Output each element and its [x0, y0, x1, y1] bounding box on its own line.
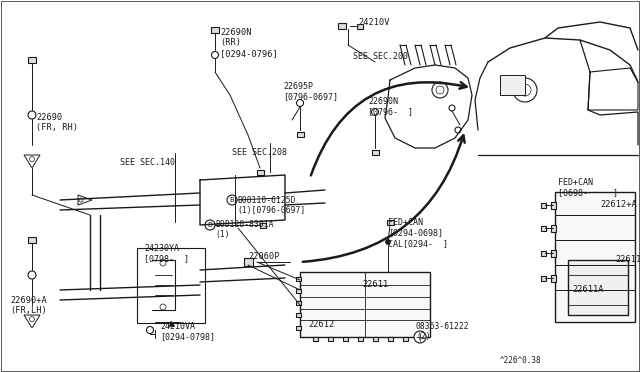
- Text: SEE SEC.140: SEE SEC.140: [120, 158, 175, 167]
- Circle shape: [147, 327, 154, 334]
- Text: B08110-6125D
(1)[0796-0697]: B08110-6125D (1)[0796-0697]: [237, 196, 305, 215]
- Text: 08363-61222
(2): 08363-61222 (2): [416, 322, 470, 341]
- Bar: [300, 272, 430, 337]
- Bar: [550, 202, 556, 208]
- Bar: [28, 57, 36, 63]
- Bar: [342, 337, 348, 341]
- Circle shape: [28, 111, 36, 119]
- Text: SEE SEC.208: SEE SEC.208: [232, 148, 287, 157]
- Bar: [296, 131, 303, 137]
- Text: FED+CAN
[0294-0698]
CAL[0294-  ]: FED+CAN [0294-0698] CAL[0294- ]: [388, 218, 448, 248]
- Bar: [296, 301, 301, 305]
- Text: 22060P: 22060P: [248, 252, 280, 261]
- Bar: [372, 337, 378, 341]
- Text: 22690N
[0796-  ]: 22690N [0796- ]: [368, 97, 413, 116]
- Bar: [137, 248, 205, 323]
- Bar: [296, 277, 301, 281]
- Bar: [550, 250, 556, 257]
- Bar: [387, 337, 392, 341]
- Text: B: B: [207, 222, 212, 228]
- Text: 22611: 22611: [362, 280, 388, 289]
- Bar: [296, 326, 301, 330]
- Circle shape: [371, 109, 378, 115]
- Text: 24230YA
[0798-  ]: 24230YA [0798- ]: [144, 244, 189, 263]
- Circle shape: [296, 99, 303, 106]
- Circle shape: [414, 331, 426, 343]
- Bar: [387, 219, 394, 224]
- Bar: [541, 225, 545, 231]
- Text: 22612+A: 22612+A: [600, 200, 637, 209]
- Bar: [541, 250, 545, 256]
- Text: ^226^0.38: ^226^0.38: [500, 356, 541, 365]
- Text: B: B: [230, 197, 234, 203]
- Bar: [357, 23, 363, 29]
- Text: B08120-8301A
(1): B08120-8301A (1): [215, 220, 273, 240]
- Bar: [28, 237, 36, 243]
- Circle shape: [455, 127, 461, 133]
- Circle shape: [227, 195, 237, 205]
- Circle shape: [449, 105, 455, 111]
- Bar: [500, 75, 525, 95]
- Bar: [358, 337, 362, 341]
- Bar: [555, 192, 635, 322]
- Text: 22611A: 22611A: [572, 285, 604, 294]
- Circle shape: [211, 51, 218, 58]
- Bar: [296, 289, 301, 293]
- Bar: [243, 258, 253, 266]
- Bar: [403, 337, 408, 341]
- Text: 22690+A
(FR,LH): 22690+A (FR,LH): [10, 296, 47, 315]
- Text: 22612: 22612: [308, 320, 334, 329]
- Circle shape: [28, 271, 36, 279]
- Bar: [312, 337, 317, 341]
- Text: SEE SEC.200: SEE SEC.200: [353, 52, 408, 61]
- Text: 22690
(FR, RH): 22690 (FR, RH): [36, 113, 78, 132]
- Bar: [371, 150, 378, 154]
- Bar: [568, 260, 628, 315]
- Text: 24210VA
[0294-0798]: 24210VA [0294-0798]: [160, 322, 215, 341]
- Bar: [211, 27, 219, 33]
- Bar: [541, 276, 545, 280]
- Bar: [550, 275, 556, 282]
- Circle shape: [205, 220, 215, 230]
- Circle shape: [385, 240, 390, 244]
- Bar: [541, 202, 545, 208]
- Bar: [260, 222, 266, 228]
- Text: 22611: 22611: [615, 255, 640, 264]
- Bar: [328, 337, 333, 341]
- Bar: [296, 313, 301, 317]
- Text: 22695P
[0796-0697]: 22695P [0796-0697]: [283, 82, 338, 102]
- Bar: [338, 23, 346, 29]
- Bar: [257, 170, 264, 174]
- Bar: [550, 224, 556, 231]
- Text: FED+CAN
[0698-     ]: FED+CAN [0698- ]: [558, 178, 618, 198]
- Text: 22690N
(RR)
[0294-0796]: 22690N (RR) [0294-0796]: [220, 28, 278, 58]
- Text: 24210V: 24210V: [358, 18, 390, 27]
